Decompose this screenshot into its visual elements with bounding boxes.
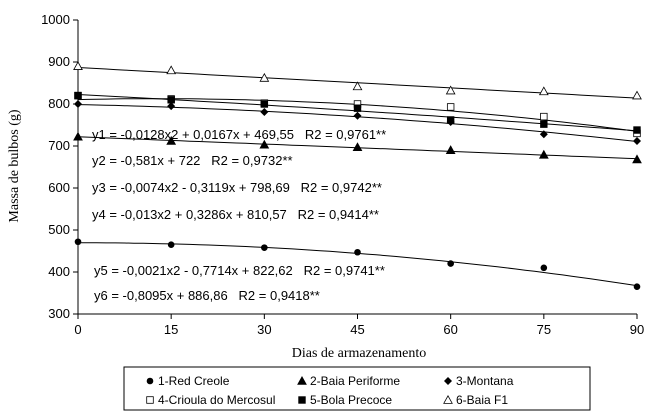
point-s2-0 [73, 131, 83, 141]
equation-2: y2 = -0,581x + 722 R2 = 0,9732** [92, 153, 293, 168]
point-s6-5 [538, 86, 549, 96]
point-s2-3 [352, 142, 363, 152]
legend-marker-4 [146, 396, 154, 404]
y-tick-label: 300 [48, 306, 70, 321]
legend-marker-5 [298, 396, 306, 404]
legend-label-1: 1-Red Creole [158, 374, 230, 388]
equation-5: y5 = -0,0021x2 - 0,7714x + 822,62 R2 = 0… [94, 263, 385, 278]
point-s3-3 [353, 111, 362, 120]
y-tick-label: 400 [48, 264, 70, 279]
y-tick-label: 1000 [41, 12, 70, 27]
x-tick-label: 15 [164, 322, 178, 337]
point-s5-4 [446, 116, 455, 124]
y-tick-label: 800 [48, 96, 70, 111]
legend-label-3: 3-Montana [456, 374, 514, 388]
y-tick-label: 700 [48, 138, 70, 153]
point-s6-2 [259, 72, 270, 82]
legend-marker-6 [443, 394, 453, 404]
axes: 300 400 500 600 700 800 900 1000 0 15 30 45 60 75 90 [41, 12, 644, 337]
y-tick-label: 500 [48, 222, 70, 237]
point-s3-5 [539, 130, 548, 139]
point-s3-2 [260, 107, 269, 116]
legend-label-2: 2-Baia Periforme [310, 374, 400, 388]
point-s5-0 [74, 91, 82, 100]
point-s3-0 [74, 100, 82, 108]
point-s1-6 [633, 283, 641, 291]
legend-marker-2 [297, 375, 307, 385]
x-tick-label: 90 [630, 322, 644, 337]
point-s2-5 [538, 149, 549, 159]
x-axis-label: Dias de armazenamento [292, 346, 427, 361]
point-s1-0 [74, 238, 82, 246]
legend-label-5: 5-Bola Precoce [310, 393, 392, 407]
x-tick-label: 75 [537, 322, 551, 337]
y-axis-label: Massa de bulbos (g) [7, 109, 22, 222]
point-s5-3 [353, 104, 362, 112]
legend-label-4: 4-Crioula do Mercosul [158, 393, 275, 407]
point-s6-1 [166, 65, 177, 75]
legend: 1-Red Creole 2-Baia Periforme 3-Montana 4-C… [123, 366, 591, 411]
point-s1-5 [540, 264, 548, 272]
x-tick-label: 45 [350, 322, 364, 337]
equation-3: y3 = -0,0074x2 - 0,3119x + 798,69 R2 = 0… [92, 180, 382, 195]
point-s1-3 [354, 248, 361, 256]
point-s2-2 [259, 139, 270, 149]
legend-box [123, 366, 591, 411]
equation-1: y1 = -0,0128x2 + 0,0167x + 469,55 R2 = 0… [92, 127, 386, 142]
equations: y1 = -0,0128x2 + 0,0167x + 469,55 R2 = 0… [92, 127, 386, 303]
legend-marker-1 [146, 377, 154, 385]
point-s4-5 [540, 112, 548, 121]
point-s5-2 [260, 100, 269, 108]
point-s1-1 [167, 241, 175, 248]
point-s1-2 [261, 244, 268, 251]
x-tick-label: 30 [257, 322, 271, 337]
x-tick-label: 0 [74, 322, 81, 337]
point-s3-6 [633, 136, 641, 145]
y-tick-label: 900 [48, 54, 70, 69]
point-s6-6 [632, 90, 642, 100]
point-s2-6 [632, 154, 642, 164]
y-tick-label: 600 [48, 180, 70, 195]
point-s1-4 [447, 260, 454, 267]
x-tick-label: 60 [443, 322, 457, 337]
legend-label-6: 6-Baia F1 [456, 393, 508, 407]
legend-marker-3 [444, 377, 452, 385]
point-s4-4 [446, 103, 455, 111]
point-s6-3 [352, 81, 363, 91]
point-s2-4 [445, 145, 456, 154]
equation-6: y6 = -0,8095x + 886,86 R2 = 0,9418** [94, 288, 320, 303]
point-s6-4 [445, 85, 456, 95]
point-s5-1 [167, 96, 175, 104]
point-s5-6 [633, 126, 641, 134]
point-s5-5 [540, 120, 548, 128]
point-s6-0 [73, 61, 83, 70]
point-s2-1 [166, 135, 177, 145]
point-s3-1 [167, 102, 176, 111]
data-points [73, 61, 642, 291]
equation-4: y4 = -0,013x2 + 0,3286x + 810,57 R2 = 0,… [92, 207, 379, 222]
